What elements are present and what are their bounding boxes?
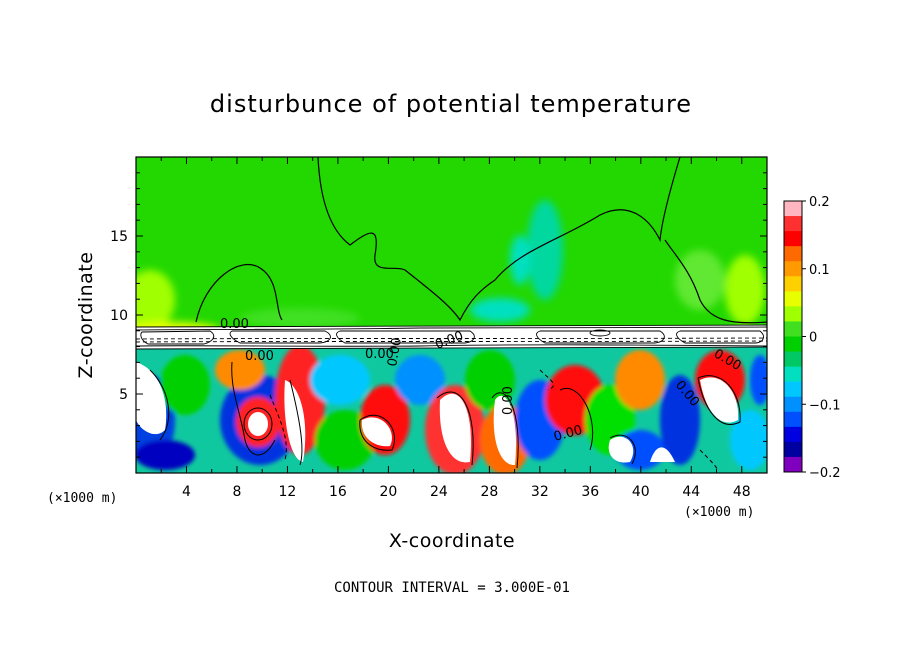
colorbar-tick-label: −0.2 bbox=[809, 466, 841, 481]
colorbar-swatch bbox=[784, 216, 802, 232]
x-unit-label-left: (×1000 m) bbox=[47, 491, 117, 506]
contour-line-upper-2 bbox=[317, 157, 681, 322]
colorbar-swatch bbox=[784, 231, 802, 247]
inversion-dashed-contours bbox=[136, 337, 767, 343]
colorbar-swatch bbox=[784, 411, 802, 428]
colorbar bbox=[784, 201, 802, 473]
x-tick-label: 20 bbox=[379, 484, 397, 500]
y-axis-ticks: 5 10 15 bbox=[110, 172, 767, 458]
contour-labels: 0.00 0.00 0.00 0.00 0.00 0.00 0.00 0.00 … bbox=[220, 317, 744, 445]
x-tick-label: 44 bbox=[682, 484, 700, 500]
colorbar-tick-label: −0.1 bbox=[809, 398, 841, 413]
x-tick-label: 12 bbox=[279, 484, 297, 500]
colorbar-swatch bbox=[784, 336, 802, 353]
x-tick-label: 36 bbox=[581, 484, 599, 500]
contour-interval-text: CONTOUR INTERVAL = 3.000E-01 bbox=[334, 580, 570, 596]
contour-label-9: 0.00 bbox=[385, 337, 405, 368]
x-tick-label: 16 bbox=[329, 484, 347, 500]
colorbar-tick-label: 0 bbox=[809, 331, 817, 346]
colorbar-swatch bbox=[784, 321, 802, 337]
upper-field-variations bbox=[136, 200, 765, 338]
heatmap-field: 0.00 0.00 0.00 0.00 0.00 0.00 0.00 0.00 … bbox=[136, 157, 767, 473]
y-axis-title: Z-coordinate bbox=[75, 252, 97, 379]
colorbar-swatch bbox=[784, 201, 802, 217]
colorbar-ticks: 0.2 0.1 0 −0.1 −0.2 bbox=[802, 195, 841, 481]
y-tick-label: 15 bbox=[110, 229, 128, 245]
lower-negative-contours bbox=[269, 369, 719, 471]
colorbar-swatch bbox=[784, 396, 802, 413]
contour-label-6: 0.00 bbox=[552, 423, 584, 445]
contour-line-upper-1 bbox=[195, 263, 283, 323]
contour-label-1: 0.00 bbox=[220, 317, 249, 332]
x-tick-label: 40 bbox=[632, 484, 650, 500]
colorbar-swatch bbox=[784, 276, 802, 292]
colorbar-swatch bbox=[784, 426, 802, 443]
lower-contour-lines bbox=[149, 361, 741, 469]
colorbar-swatch bbox=[784, 381, 802, 398]
x-tick-label: 24 bbox=[430, 484, 448, 500]
contour-label-5: 0.00 bbox=[501, 386, 516, 415]
colorbar-tick-label: 0.1 bbox=[809, 263, 830, 278]
colorbar-swatch bbox=[784, 456, 802, 473]
chart-title: disturbunce of potential temperature bbox=[210, 90, 692, 118]
colorbar-tick-label: 0.2 bbox=[809, 195, 830, 210]
colorbar-swatch bbox=[784, 366, 802, 383]
x-axis-ticks: 4 8 12 16 20 24 28 32 36 40 44 48 bbox=[160, 157, 751, 500]
y-tick-label: 5 bbox=[119, 387, 128, 403]
x-tick-label: 8 bbox=[232, 484, 241, 500]
colorbar-swatch bbox=[784, 261, 802, 277]
colorbar-swatch bbox=[784, 246, 802, 262]
colorbar-swatch bbox=[784, 441, 802, 458]
contour-label-2: 0.00 bbox=[245, 349, 274, 364]
colorbar-swatch bbox=[784, 351, 802, 368]
inversion-contours bbox=[136, 324, 767, 350]
x-tick-label: 48 bbox=[733, 484, 751, 500]
contour-label-3: 0.00 bbox=[365, 347, 394, 362]
y-tick-label: 10 bbox=[110, 308, 128, 324]
lower-layer-extremes bbox=[136, 362, 739, 466]
contour-line-upper-3 bbox=[664, 239, 767, 324]
x-unit-label-right: (×1000 m) bbox=[684, 505, 754, 520]
colorbar-swatch bbox=[784, 291, 802, 307]
x-tick-label: 28 bbox=[480, 484, 498, 500]
x-tick-label: 32 bbox=[531, 484, 549, 500]
colorbar-swatch bbox=[784, 306, 802, 322]
x-tick-label: 4 bbox=[182, 484, 191, 500]
x-axis-title: X-coordinate bbox=[389, 530, 515, 552]
